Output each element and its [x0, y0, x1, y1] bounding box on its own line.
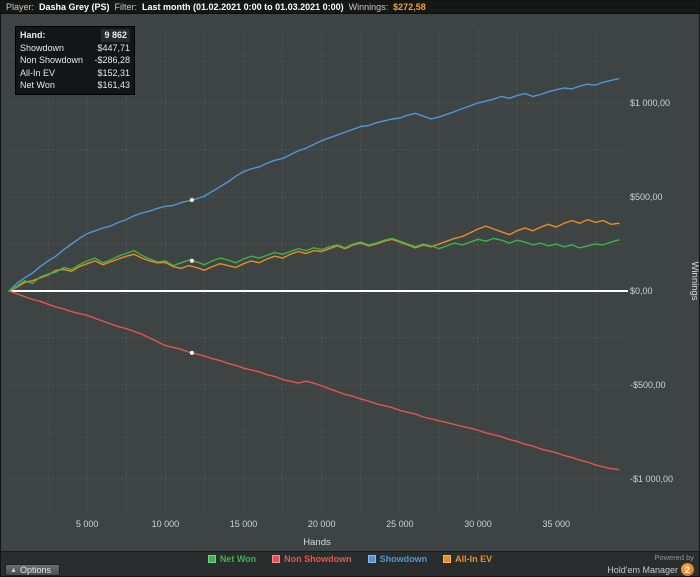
- player-value[interactable]: Dasha Grey (PS): [39, 2, 110, 12]
- options-button[interactable]: ▲ Options: [5, 564, 60, 576]
- series-line-all-in-ev: [8, 218, 620, 292]
- stats-row-net-won: Net Won $161,43: [20, 79, 130, 92]
- x-axis-title: Hands: [303, 537, 331, 548]
- winnings-value: $272,58: [393, 2, 426, 12]
- legend-swatch-icon: [272, 555, 281, 563]
- non-showdown-label: Non Showdown: [20, 55, 84, 65]
- y-tick-label: $0,00: [630, 286, 653, 296]
- series-line-non-showdown: [8, 290, 620, 471]
- hm2-logo-icon: 2: [681, 563, 694, 576]
- allin-ev-label: All-In EV: [20, 67, 56, 78]
- info-topbar: Player: Dasha Grey (PS) Filter: Last mon…: [1, 1, 699, 14]
- hover-marker-dot: [189, 198, 194, 203]
- showdown-label: Showdown: [20, 42, 65, 53]
- legend-swatch-icon: [443, 555, 452, 563]
- x-tick-label: 25 000: [386, 519, 414, 529]
- allin-ev-value: $152,31: [97, 67, 130, 78]
- legend-item-all-in-ev[interactable]: All-In EV: [443, 554, 492, 564]
- stats-row-showdown: Showdown $447,71: [20, 42, 130, 55]
- y-tick-label: $1 000,00: [630, 98, 670, 108]
- x-tick-label: 5 000: [76, 519, 99, 529]
- y-axis-title: Winnings: [689, 261, 700, 300]
- stats-row-allin-ev: All-In EV $152,31: [20, 67, 130, 80]
- stats-row-non-showdown: Non Showdown -$286,28: [20, 54, 130, 67]
- legend-label: All-In EV: [455, 554, 493, 564]
- hand-value: 9 862: [101, 29, 130, 42]
- legend-swatch-icon: [207, 555, 216, 563]
- filter-value[interactable]: Last month (01.02.2021 0:00 to 01.03.202…: [142, 2, 344, 12]
- winnings-graph[interactable]: 5 000 10 000 15 000 20 000 25 000 30 000 35 00…: [1, 14, 700, 551]
- legend-item-showdown[interactable]: Showdown: [367, 554, 428, 564]
- hover-stats-box: Hand: 9 862 Showdown $447,71 Non Showdow…: [15, 26, 135, 95]
- holdem-manager-label: Hold'em Manager: [607, 564, 678, 575]
- net-won-value: $161,43: [97, 80, 130, 90]
- y-tick-label: -$500,00: [630, 380, 666, 390]
- stats-row-hand: Hand: 9 862: [20, 29, 130, 42]
- non-showdown-value: -$286,28: [94, 55, 130, 65]
- winnings-graph-area[interactable]: 5 000 10 000 15 000 20 000 25 000 30 000 35 00…: [1, 14, 700, 551]
- powered-by-line1: Powered by: [654, 553, 694, 562]
- powered-by-line2: Hold'em Manager 2: [607, 563, 694, 576]
- y-tick-label: -$1 000,00: [630, 474, 673, 484]
- legend: Net Won Non Showdown Showdown All-In EV: [1, 554, 699, 564]
- showdown-value: $447,71: [97, 42, 130, 53]
- bottom-bar: Net Won Non Showdown Showdown All-In EV ▲ O…: [1, 551, 699, 576]
- options-arrow-icon: ▲: [10, 566, 17, 574]
- x-tick-label: 35 000: [542, 519, 570, 529]
- winnings-label: Winnings:: [348, 2, 389, 12]
- hand-label: Hand:: [20, 30, 46, 40]
- x-tick-label: 10 000: [152, 519, 180, 529]
- powered-by: Powered by Hold'em Manager 2: [607, 553, 694, 576]
- y-tick-label: $500,00: [630, 192, 663, 202]
- legend-swatch-icon: [367, 555, 376, 563]
- options-button-label: Options: [19, 565, 51, 575]
- filter-label: Filter:: [114, 2, 138, 12]
- legend-label: Net Won: [219, 554, 257, 564]
- x-tick-label: 30 000: [464, 519, 492, 529]
- x-tick-label: 20 000: [308, 519, 336, 529]
- legend-item-net-won[interactable]: Net Won: [207, 554, 257, 564]
- hover-marker-dot: [189, 258, 194, 263]
- series-line-net-won: [8, 237, 620, 292]
- legend-item-non-showdown[interactable]: Non Showdown: [272, 554, 352, 564]
- net-won-label: Net Won: [20, 80, 55, 90]
- hover-marker-dot: [189, 350, 194, 355]
- series-line-showdown: [8, 77, 620, 292]
- player-label: Player:: [6, 2, 35, 12]
- legend-label: Non Showdown: [284, 554, 352, 564]
- legend-label: Showdown: [379, 554, 428, 564]
- x-tick-label: 15 000: [230, 519, 258, 529]
